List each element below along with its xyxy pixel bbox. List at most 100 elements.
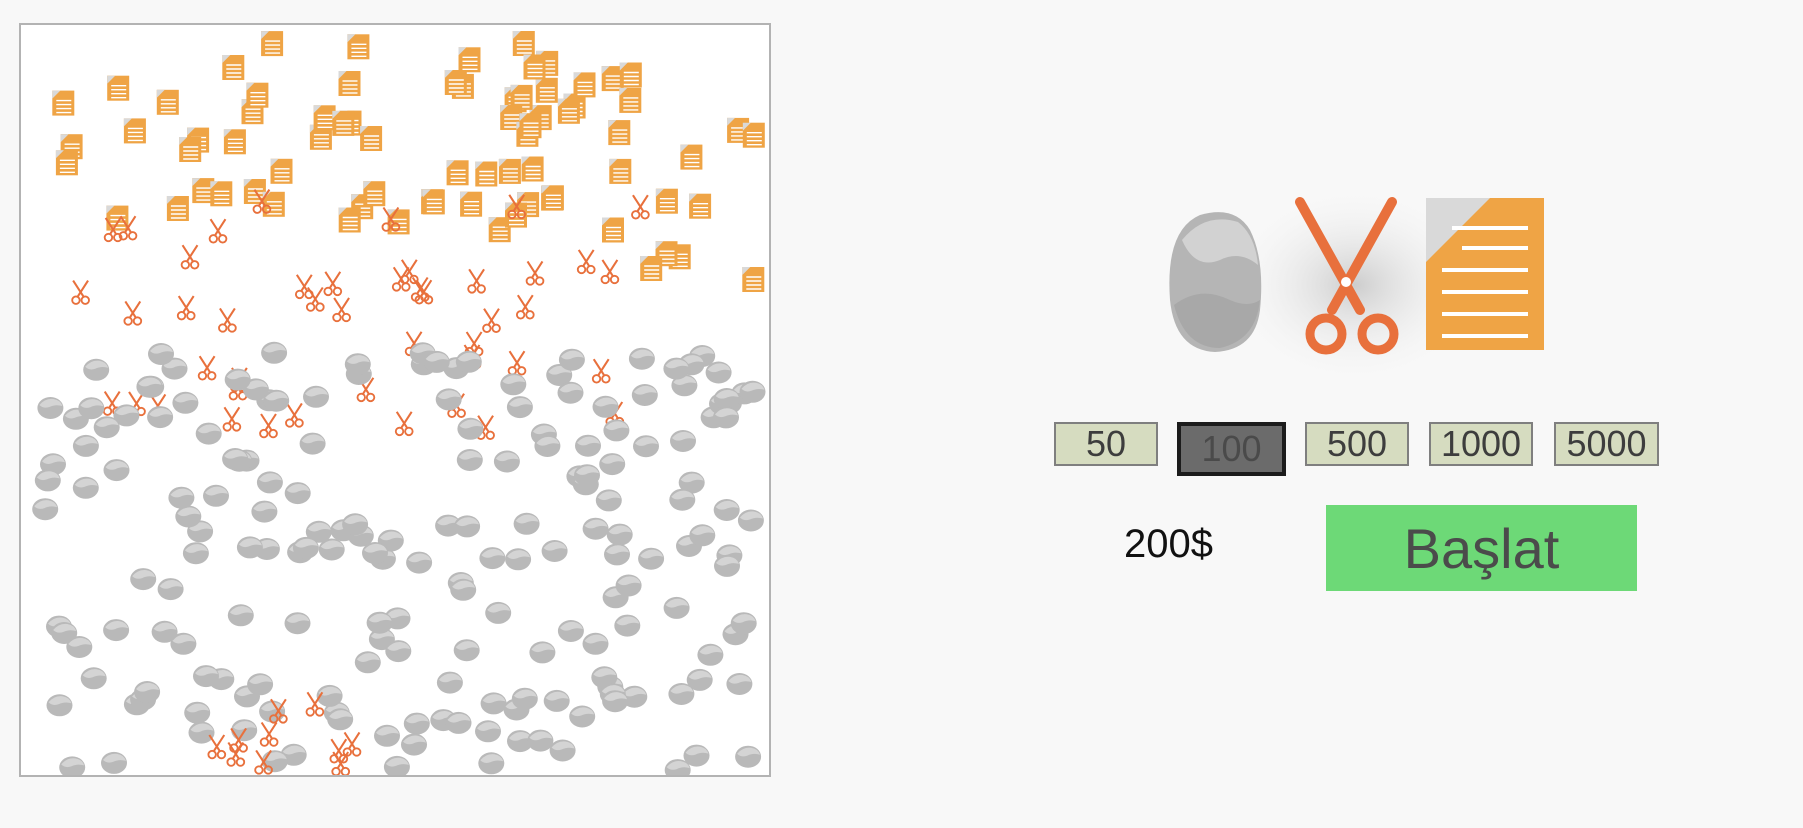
rock-piece	[730, 612, 757, 635]
paper-piece	[166, 195, 190, 222]
rock-piece	[638, 547, 665, 570]
rock-piece	[303, 385, 329, 408]
rock-icon	[1169, 212, 1262, 352]
paper-piece	[619, 61, 643, 89]
paper-piece	[522, 53, 547, 81]
rock-piece	[453, 639, 480, 662]
rock-piece	[615, 574, 642, 597]
paper-piece	[338, 206, 362, 234]
rock-piece	[739, 380, 766, 403]
rock-piece	[493, 450, 520, 473]
rock-piece	[614, 614, 641, 637]
arena-canvas	[32, 30, 766, 775]
scissors-piece	[600, 258, 620, 285]
rock-piece	[103, 619, 130, 642]
rock-piece	[354, 651, 381, 674]
paper-piece	[639, 255, 663, 282]
scissors-icon	[1295, 197, 1399, 355]
rock-piece	[147, 406, 174, 429]
paper-piece	[269, 158, 294, 185]
rock-piece	[543, 689, 570, 712]
rock-piece	[423, 350, 450, 373]
scissors-piece	[259, 721, 279, 747]
paper-piece	[178, 136, 202, 163]
rock-piece	[403, 712, 430, 735]
rock-piece	[436, 671, 463, 694]
scissors-piece	[323, 270, 343, 297]
scissors-piece	[525, 260, 545, 286]
paper-piece	[607, 119, 631, 146]
rock-piece	[628, 347, 655, 370]
bet-500-button[interactable]: 500	[1305, 422, 1409, 466]
paper-piece	[541, 184, 565, 212]
rock-piece	[284, 612, 311, 635]
scissors-piece	[180, 244, 200, 270]
rock-piece	[406, 551, 433, 574]
paper-icon	[1426, 198, 1544, 350]
rock-piece	[663, 596, 690, 619]
start-button[interactable]: Başlat	[1326, 505, 1637, 591]
game-logo	[1160, 185, 1560, 390]
rock-piece	[574, 464, 600, 487]
rock-piece	[455, 350, 482, 373]
rock-piece	[299, 432, 326, 455]
paper-piece	[518, 112, 543, 139]
rock-piece	[224, 368, 251, 391]
paper-piece	[520, 155, 545, 183]
rock-piece	[603, 419, 630, 442]
rock-piece	[479, 547, 506, 570]
paper-piece	[386, 208, 411, 236]
paper-piece	[444, 69, 468, 96]
rock-piece	[735, 745, 762, 768]
paper-piece	[362, 180, 386, 207]
rock-piece	[366, 611, 393, 634]
paper-piece	[209, 180, 234, 208]
paper-piece	[601, 216, 625, 244]
rock-piece	[435, 388, 462, 411]
paper-piece	[359, 125, 383, 152]
scissors-piece	[630, 194, 650, 220]
rock-piece	[456, 449, 483, 471]
bet-5000-button[interactable]: 5000	[1554, 422, 1659, 466]
rock-piece	[72, 476, 99, 499]
paper-piece	[557, 98, 581, 125]
scissors-piece	[217, 307, 237, 333]
rock-piece	[569, 705, 596, 728]
rock-piece	[130, 568, 157, 591]
rock-piece	[705, 361, 732, 384]
bet-100-button[interactable]: 100	[1177, 422, 1286, 476]
paper-piece	[331, 110, 355, 137]
rock-piece	[541, 540, 568, 562]
paper-piece	[422, 188, 446, 216]
paper-piece	[457, 46, 482, 74]
rock-piece	[175, 505, 202, 528]
rock-piece	[575, 434, 601, 457]
rock-piece	[80, 667, 107, 690]
rock-piece	[227, 604, 254, 627]
rock-piece	[344, 353, 371, 376]
rock-piece	[500, 373, 527, 396]
rock-piece	[669, 488, 696, 511]
rock-piece	[327, 708, 354, 731]
paper-piece	[618, 87, 642, 114]
rock-piece	[592, 395, 619, 418]
rock-piece	[193, 665, 219, 688]
bet-50-button[interactable]: 50	[1054, 422, 1158, 466]
paper-piece	[608, 158, 632, 185]
bet-1000-button[interactable]: 1000	[1429, 422, 1533, 466]
rock-piece	[713, 406, 739, 429]
rock-piece	[631, 384, 658, 406]
rock-piece	[668, 683, 695, 705]
rock-piece	[506, 396, 533, 419]
rock-piece	[549, 739, 576, 762]
paper-piece	[741, 266, 765, 293]
scissors-piece	[482, 307, 501, 334]
rock-piece	[148, 343, 174, 365]
paper-piece	[123, 117, 147, 145]
rock-piece	[32, 498, 59, 521]
rock-piece	[93, 416, 120, 439]
rock-piece	[582, 632, 609, 655]
rock-piece	[714, 554, 740, 577]
paper-piece	[512, 30, 536, 57]
rock-piece	[195, 422, 222, 445]
